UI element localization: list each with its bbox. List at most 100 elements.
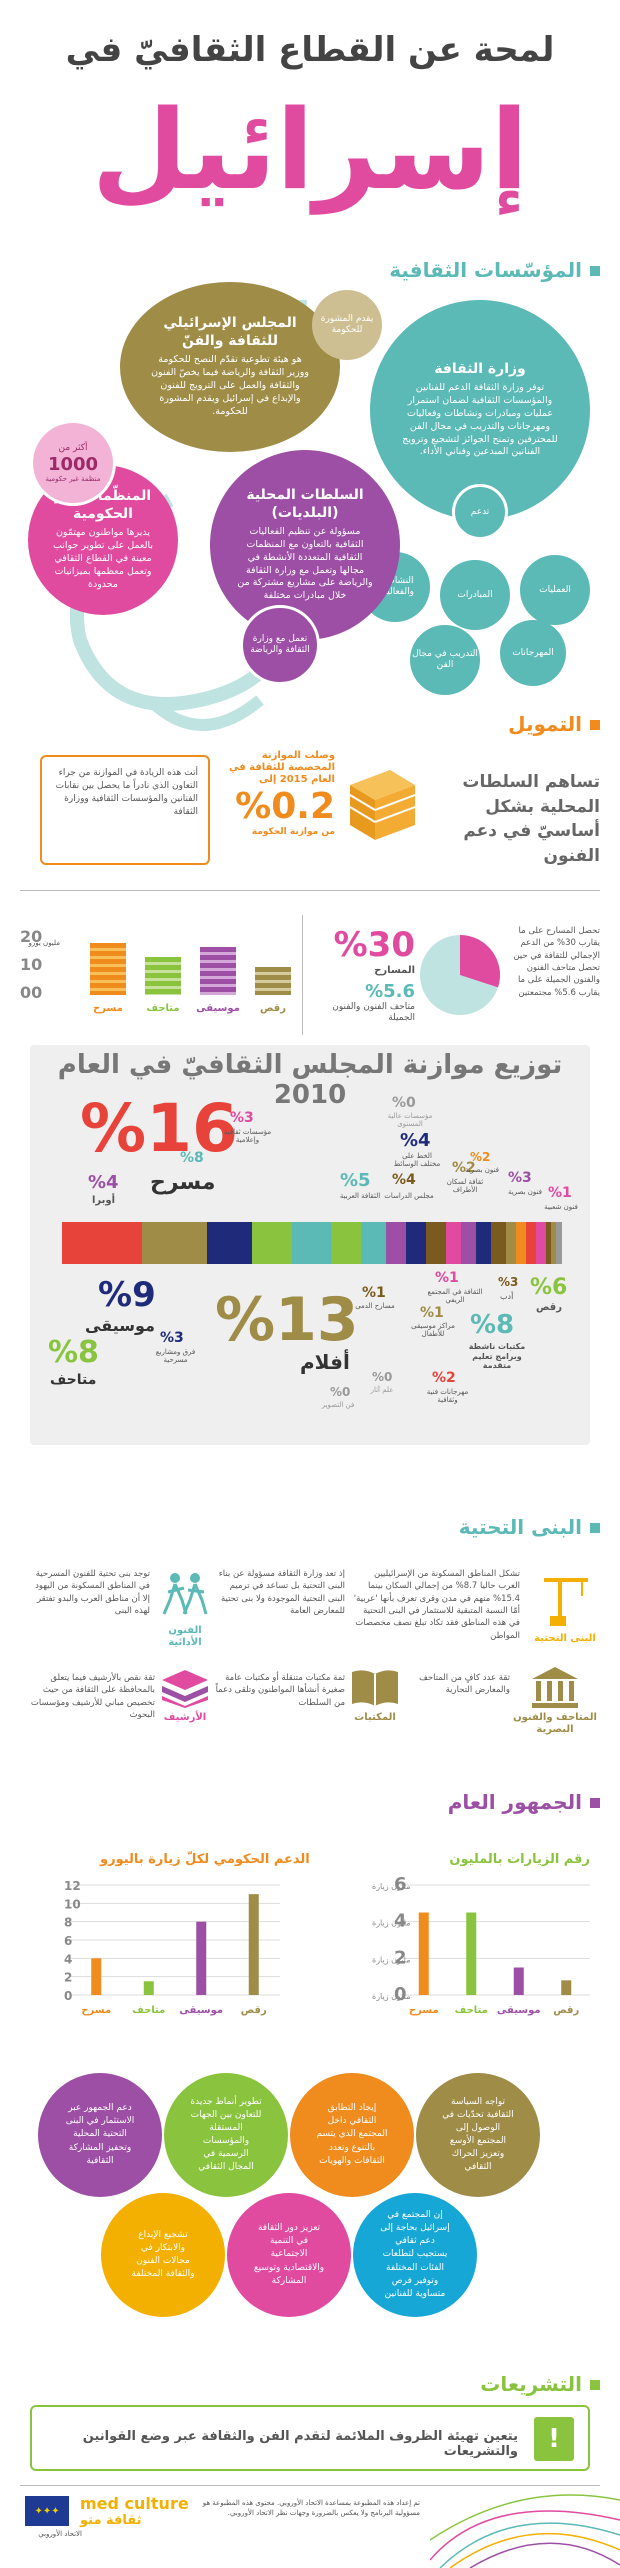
stars-icon: ✦✦✦ bbox=[34, 2505, 60, 2517]
dist-segment bbox=[550, 1222, 556, 1264]
support-item-training: التدريب في مجال الفن bbox=[410, 625, 480, 695]
section-title: المؤسّسات الثقافية bbox=[389, 258, 582, 282]
tick-label: 10 bbox=[64, 1897, 81, 1911]
local-auth-funding-text: تساهم السلطات المحلية بشكل أساسيّ في دعم… bbox=[462, 772, 600, 866]
performing-arts-text: توجد بنى تحتية للفنون المسرحية في المناط… bbox=[35, 1569, 150, 1616]
tick-label: 4 bbox=[64, 1952, 72, 1966]
dist-segment bbox=[525, 1222, 536, 1264]
category-label: رقص bbox=[241, 2005, 267, 2016]
legislation-text: يتعين تهيئة الظروف الملائمة لتقدم الفن و… bbox=[82, 2429, 518, 2459]
tick-label: 12 bbox=[64, 1879, 81, 1893]
archives-text: ثقة نقص بالأرشيف فيما يتعلق بالمحافظة عل… bbox=[30, 1673, 155, 1720]
tick-label: 2 bbox=[394, 1947, 407, 1968]
tick-unit: مليون زيارة bbox=[372, 1992, 410, 2001]
support-item-initiatives: المبادرات bbox=[440, 560, 510, 630]
funding-note-box: أتت هذه الزيادة في الموازنة من جراء التع… bbox=[40, 755, 210, 865]
section-marker-icon bbox=[590, 1798, 600, 1808]
dist-segment bbox=[545, 1222, 551, 1264]
crane-icon bbox=[544, 1578, 588, 1626]
dist-museums-pct: %8 bbox=[48, 1335, 99, 1370]
dancers-icon bbox=[162, 1573, 208, 1615]
dist-films-pct: %13 bbox=[215, 1285, 359, 1355]
ministry-circle: وزارة الثقافة توفر وزارة الثقافة الدعم ل… bbox=[370, 300, 590, 520]
dist-segment bbox=[361, 1222, 387, 1264]
section-marker-icon bbox=[590, 2380, 600, 2390]
category-label: متاحف bbox=[132, 2005, 165, 2016]
challenge-text: تعزيز دور الثقافة في التنمية الاجتماعية … bbox=[253, 2223, 325, 2286]
ministry-title: وزارة الثقافة bbox=[434, 360, 526, 377]
challenge-circle: تشجيع الإبداع والابتكار في مجالات الفنون… bbox=[101, 2193, 225, 2317]
tick-label: 4 bbox=[394, 1911, 407, 1932]
pile-museums bbox=[145, 957, 181, 995]
works-with-circle: تعمل مع وزارة الثقافة والرياضة bbox=[240, 605, 320, 685]
council-body: هو هيئة تطوعية تقدّم النصح للحكومة ووزير… bbox=[151, 354, 309, 417]
dist-segment bbox=[426, 1222, 447, 1264]
ministry-body: توفر وزارة الثقافة الدعم للفنانين والمؤس… bbox=[402, 382, 558, 458]
council-circle: المجلس الإسرائيلي للثقافة والفنّ هو هيئة… bbox=[120, 282, 340, 452]
footer-divider bbox=[20, 2485, 600, 2486]
tick-unit: مليون زيارة bbox=[372, 1919, 410, 1928]
section-marker-icon bbox=[590, 1523, 600, 1533]
dist-segment bbox=[461, 1222, 477, 1264]
subsidy-chart-title: الدعم الحكومي لكلّ زيارة باليورو bbox=[100, 1852, 310, 1867]
visits-chart-title: رقم الزيارات بالمليون bbox=[449, 1852, 590, 1867]
archives-label: الأرشيف bbox=[163, 1712, 207, 1723]
decorative-lines bbox=[430, 2494, 620, 2568]
museums-label: المتاحف والفنون البصرية bbox=[513, 1712, 597, 1735]
tick-label: 6 bbox=[64, 1934, 72, 1948]
tick-label: 0 bbox=[394, 1984, 407, 2005]
dist-segment bbox=[476, 1222, 492, 1264]
bar bbox=[466, 1912, 477, 1995]
pile-dance bbox=[255, 967, 291, 995]
dist-segment bbox=[506, 1222, 516, 1264]
tick-label: 8 bbox=[64, 1916, 72, 1930]
pile-theatre bbox=[90, 943, 126, 995]
dist-segment bbox=[535, 1222, 541, 1264]
support-circle: تدعم bbox=[452, 484, 508, 540]
bar bbox=[513, 1967, 524, 1995]
dist-segment bbox=[515, 1222, 526, 1264]
theatre-pie-desc: تحصل المسارح على ما يقارب 30% من الدعم ا… bbox=[513, 926, 600, 998]
dist-libraries-pct: %8 bbox=[470, 1310, 515, 1340]
bar bbox=[143, 1981, 154, 1995]
tick-label: 6 bbox=[394, 1875, 407, 1895]
challenge-text: إيجاد التطابق الثقافي داخل المجتمع الذي … bbox=[316, 2103, 388, 2166]
challenge-circle: إن المجتمع في إسرائيل بحاجة إلى دعم ثقاف… bbox=[353, 2193, 477, 2317]
dist-theatre-pct: %16 bbox=[80, 1090, 238, 1167]
section-marker-icon bbox=[590, 720, 600, 730]
dist-segment bbox=[386, 1222, 407, 1264]
section-institutions-header: المؤسّسات الثقافية bbox=[300, 258, 600, 284]
museums-text: ثقة عدد كافٍ من المتاحف والمعارض التجاري… bbox=[419, 1673, 510, 1696]
category-label: رقص bbox=[553, 2005, 579, 2016]
performing-arts-label: الفنون الأدائية bbox=[168, 1625, 202, 1648]
section-funding-header: التمويل bbox=[300, 712, 600, 738]
dist-segment bbox=[406, 1222, 427, 1264]
budget-block: وصلت الموازنة المخصصة للثقافة في العام 2… bbox=[229, 750, 335, 837]
dist-theatre-label: مسرح bbox=[150, 1170, 216, 1195]
tick-label: 2 bbox=[64, 1971, 72, 1985]
dist-segment bbox=[331, 1222, 362, 1264]
dist-institutions-pct: %3 bbox=[230, 1110, 254, 1126]
category-label: موسيقى bbox=[179, 2005, 223, 2016]
category-label: متاحف bbox=[455, 2005, 488, 2016]
dist-segment bbox=[557, 1222, 560, 1264]
dist-music-pct: %9 bbox=[98, 1275, 156, 1315]
tick-unit: مليون زيارة bbox=[372, 1882, 410, 1891]
dist-segment bbox=[446, 1222, 462, 1264]
libraries-text: ثمة مكتبات متنقلة أو مكتبات عامة صغيرة أ… bbox=[215, 1673, 345, 1708]
eu-flag: ✦✦✦ bbox=[25, 2496, 69, 2526]
dist-segment bbox=[291, 1222, 332, 1264]
legislation-icon: ! bbox=[534, 2417, 574, 2461]
challenge-circle: إيجاد التطابق الثقافي داخل المجتمع الذي … bbox=[290, 2073, 414, 2197]
section-marker-icon bbox=[590, 266, 600, 276]
pie-slice-theatre bbox=[460, 935, 500, 988]
pile-music bbox=[200, 947, 236, 995]
buildings-label: البنى التحتية bbox=[534, 1633, 596, 1644]
ngo-count-circle: أكثر من 1000 منظمة غير حكومية bbox=[30, 420, 116, 506]
legislation-box: ! يتعين تهيئة الظروف الملائمة لتقدم الفن… bbox=[30, 2405, 590, 2471]
category-label: موسيقى bbox=[497, 2005, 541, 2016]
support-item-operations: العمليات bbox=[520, 555, 590, 625]
bar bbox=[418, 1912, 429, 1995]
section-audience-header: الجمهور العام bbox=[300, 1790, 600, 1816]
